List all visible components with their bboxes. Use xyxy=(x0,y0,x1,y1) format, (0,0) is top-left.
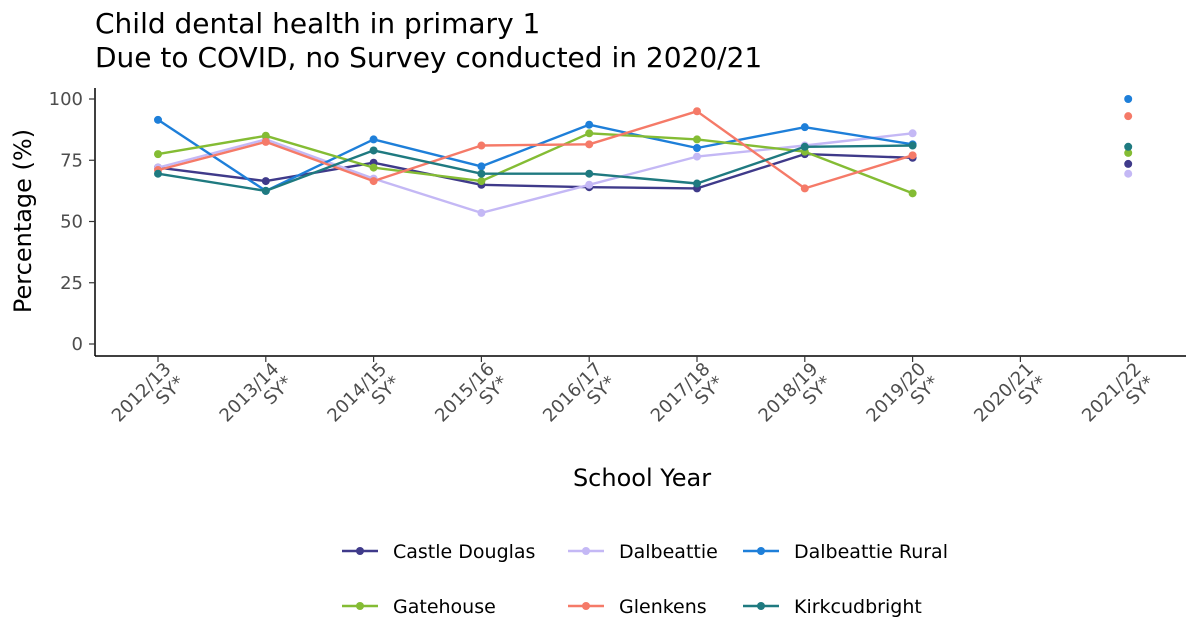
data-point xyxy=(154,115,162,124)
data-point xyxy=(477,177,486,186)
data-point xyxy=(585,180,594,189)
y-tick-label: 0 xyxy=(72,334,83,355)
data-point xyxy=(154,150,162,159)
legend-label: Glenkens xyxy=(619,596,707,618)
data-point xyxy=(477,162,486,171)
data-point xyxy=(1124,112,1133,121)
y-tick-label: 75 xyxy=(60,150,83,171)
data-point xyxy=(1124,148,1133,157)
data-point xyxy=(261,131,270,140)
data-point xyxy=(261,177,270,186)
x-tick-label: 2020/21SY* xyxy=(970,359,1051,440)
legend-key-dot xyxy=(582,602,590,610)
y-ticks: 0 25 50 75 100 xyxy=(49,89,95,355)
x-tick-label: 2019/20SY* xyxy=(862,359,943,440)
data-point xyxy=(908,141,917,150)
legend-key-dot xyxy=(356,547,364,555)
data-point xyxy=(800,184,809,193)
data-point xyxy=(477,208,486,217)
x-tick-label: 2012/13SY* xyxy=(108,359,189,440)
x-tick-label: 2021/22SY* xyxy=(1078,359,1159,440)
data-point xyxy=(369,135,378,144)
legend: Castle Douglas Dalbeattie Dalbeattie Rural… xyxy=(342,541,948,618)
legend-item: Gatehouse xyxy=(342,596,496,618)
legend-label: Castle Douglas xyxy=(393,541,535,563)
data-point xyxy=(693,152,701,161)
y-tick-label: 100 xyxy=(49,89,83,110)
x-tick-label: 2017/18SY* xyxy=(647,359,728,440)
legend-item: Kirkcudbright xyxy=(743,596,922,618)
data-point xyxy=(585,129,594,138)
legend-item: Dalbeattie Rural xyxy=(743,541,948,563)
data-point xyxy=(1124,95,1133,103)
data-point xyxy=(585,120,594,129)
data-point xyxy=(908,151,917,160)
series-glenkens xyxy=(154,107,1133,193)
data-point xyxy=(800,123,809,132)
data-point xyxy=(585,169,594,178)
x-ticks: 2012/13SY* 2013/14SY* 2014/15SY* 2015/16SY*… xyxy=(108,356,1159,440)
data-point xyxy=(693,179,701,188)
series-kirkcudbright xyxy=(154,141,1133,195)
data-point xyxy=(908,189,917,198)
data-point xyxy=(1124,159,1133,168)
data-point xyxy=(369,146,378,155)
data-point xyxy=(369,163,378,172)
data-point xyxy=(1124,169,1133,178)
data-point xyxy=(477,141,486,150)
x-axis-title: School Year xyxy=(573,464,711,492)
data-point xyxy=(369,177,378,186)
legend-label: Kirkcudbright xyxy=(794,596,922,618)
data-point xyxy=(693,107,701,116)
legend-key-dot xyxy=(582,547,590,555)
data-point xyxy=(1124,142,1133,151)
data-point xyxy=(908,129,917,138)
data-point xyxy=(693,144,701,152)
legend-label: Dalbeattie Rural xyxy=(794,541,948,563)
y-tick-label: 50 xyxy=(60,212,83,233)
legend-label: Dalbeattie xyxy=(619,541,718,563)
legend-key-dot xyxy=(356,602,364,610)
series-line xyxy=(158,133,1128,193)
x-tick-label: 2015/16SY* xyxy=(431,359,512,440)
data-point xyxy=(154,169,162,178)
data-point xyxy=(800,142,809,151)
chart-title: Child dental health in primary 1 xyxy=(95,7,540,40)
x-tick-label: 2018/19SY* xyxy=(755,359,836,440)
chart-subtitle: Due to COVID, no Survey conducted in 202… xyxy=(95,41,762,74)
y-tick-label: 25 xyxy=(60,273,83,294)
series-layer xyxy=(154,95,1133,217)
data-point xyxy=(477,169,486,178)
x-tick-label: 2016/17SY* xyxy=(539,359,620,440)
y-axis-title: Percentage (%) xyxy=(9,129,37,313)
x-tick-label: 2013/14SY* xyxy=(216,359,297,440)
data-point xyxy=(693,135,701,144)
legend-item: Glenkens xyxy=(568,596,707,618)
data-point xyxy=(261,186,270,195)
legend-item: Castle Douglas xyxy=(342,541,535,563)
data-point xyxy=(585,140,594,149)
data-point xyxy=(261,137,270,146)
x-tick-label: 2014/15SY* xyxy=(323,359,404,440)
legend-key-dot xyxy=(757,547,765,555)
legend-key-dot xyxy=(757,602,765,610)
legend-label: Gatehouse xyxy=(393,596,496,618)
legend-item: Dalbeattie xyxy=(568,541,718,563)
